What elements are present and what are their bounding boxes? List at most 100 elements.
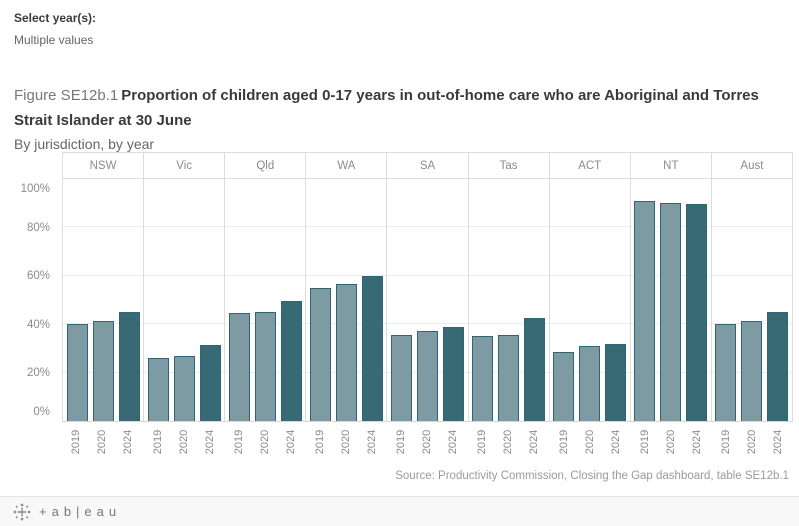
gridline — [62, 323, 793, 325]
x-label-group-tas: 2019 2020 2024 — [468, 421, 549, 462]
x-label-group-act: 2019 2020 2024 — [549, 421, 630, 462]
panel-tas — [469, 179, 550, 421]
x-label-group-aust: 2019 2020 2024 — [712, 421, 793, 462]
bar-tas-2024[interactable] — [524, 318, 546, 421]
x-label-group-nsw: 2019 2020 2024 — [62, 421, 143, 462]
x-tick-label: 2020 — [259, 429, 272, 454]
tableau-logo[interactable]: +ab|eau — [0, 503, 121, 521]
x-tick-label: 2020 — [583, 429, 596, 454]
panel-vic — [144, 179, 226, 421]
bar-vic-2019[interactable] — [147, 358, 169, 421]
chart-title: Proportion of children aged 0-17 years i… — [14, 87, 759, 129]
bar-nt-2019[interactable] — [634, 200, 656, 421]
bar-act-2019[interactable] — [553, 352, 575, 421]
panel-header-nsw: NSW — [62, 153, 145, 178]
bar-aust-2020[interactable] — [741, 320, 763, 421]
footer-bar: +ab|eau — [0, 496, 799, 526]
bar-wa-2020[interactable] — [335, 284, 357, 421]
panel-qld — [225, 179, 307, 421]
bar-sa-2024[interactable] — [442, 326, 464, 421]
y-axis: 0% 20% 40% 60% 80% 100% — [0, 179, 56, 421]
gridline — [62, 274, 793, 276]
bar-vic-2024[interactable] — [199, 344, 221, 421]
panel-sa — [387, 179, 469, 421]
x-tick-label: 2024 — [366, 429, 379, 454]
y-tick-label: 40% — [26, 318, 50, 331]
bar-act-2024[interactable] — [605, 343, 627, 421]
panel-act — [550, 179, 631, 421]
x-label-group-vic: 2019 2020 2024 — [143, 421, 224, 462]
bar-wa-2019[interactable] — [309, 287, 331, 421]
bar-qld-2024[interactable] — [280, 301, 302, 421]
bar-qld-2020[interactable] — [254, 312, 276, 421]
x-tick-label: 2020 — [502, 429, 515, 454]
panel-header-qld: Qld — [225, 153, 307, 178]
bar-nsw-2024[interactable] — [118, 312, 140, 421]
x-tick-label: 2019 — [639, 429, 652, 454]
bar-nt-2020[interactable] — [660, 203, 682, 421]
x-tick-label: 2020 — [421, 429, 434, 454]
x-label-group-qld: 2019 2020 2024 — [224, 421, 305, 462]
x-tick-label: 2024 — [528, 429, 541, 454]
x-tick-label: 2020 — [177, 429, 190, 454]
year-filter-dropdown[interactable]: Multiple values — [14, 33, 94, 47]
panel-header-wa: WA — [306, 153, 388, 178]
bar-nsw-2020[interactable] — [92, 320, 114, 421]
bar-aust-2019[interactable] — [715, 324, 737, 421]
bar-sa-2019[interactable] — [390, 335, 412, 421]
x-tick-label: 2019 — [720, 429, 733, 454]
x-tick-label: 2024 — [772, 429, 785, 454]
y-tick-label: 0% — [33, 406, 50, 418]
figure-number: Figure SE12b.1 — [14, 87, 119, 104]
bar-wa-2024[interactable] — [361, 275, 383, 421]
panel-header-act: ACT — [550, 153, 631, 178]
plot-area — [62, 179, 793, 422]
bar-vic-2020[interactable] — [173, 355, 195, 421]
panel-header-aust: Aust — [712, 153, 793, 178]
x-tick-label: 2019 — [70, 429, 83, 454]
x-tick-label: 2024 — [203, 429, 216, 454]
year-filter: Select year(s): Multiple values — [14, 11, 96, 47]
chart-title-block: Figure SE12b.1 Proportion of children age… — [14, 83, 778, 155]
x-tick-label: 2019 — [151, 429, 164, 454]
x-tick-label: 2019 — [314, 429, 327, 454]
x-tick-label: 2019 — [476, 429, 489, 454]
bar-qld-2019[interactable] — [228, 313, 250, 421]
source-note: Source: Productivity Commission, Closing… — [395, 470, 789, 482]
x-label-group-wa: 2019 2020 2024 — [306, 421, 387, 462]
panel-header-nt: NT — [631, 153, 712, 178]
x-tick-label: 2020 — [96, 429, 109, 454]
y-tick-label: 100% — [20, 183, 50, 195]
panel-nt — [631, 179, 712, 421]
x-axis-labels: 2019 2020 2024 2019 2020 2024 2019 2020 2024 2019… — [62, 421, 793, 462]
panel-aust — [712, 179, 793, 421]
x-tick-label: 2024 — [609, 429, 622, 454]
panel-wa — [306, 179, 388, 421]
bar-act-2020[interactable] — [579, 345, 601, 421]
bar-tas-2020[interactable] — [498, 335, 520, 421]
bar-nt-2024[interactable] — [686, 204, 708, 421]
panel-nsw — [62, 179, 145, 421]
x-label-group-sa: 2019 2020 2024 — [387, 421, 468, 462]
x-tick-label: 2019 — [557, 429, 570, 454]
x-tick-label: 2020 — [746, 429, 759, 454]
tableau-wordmark: +ab|eau — [39, 504, 122, 519]
bar-tas-2019[interactable] — [472, 336, 494, 421]
x-label-group-nt: 2019 2020 2024 — [631, 421, 712, 462]
x-tick-label: 2024 — [447, 429, 460, 454]
tableau-icon — [13, 503, 31, 520]
bar-aust-2024[interactable] — [767, 312, 789, 421]
y-tick-label: 20% — [26, 367, 50, 380]
bar-chart: NSW Vic Qld WA SA Tas ACT NT Aust 0% 20% 40% 60% 80%… — [0, 152, 799, 462]
y-tick-label: 60% — [26, 270, 50, 283]
year-filter-label: Select year(s): — [14, 11, 97, 25]
bar-sa-2020[interactable] — [416, 331, 438, 421]
y-tick-label: 80% — [26, 221, 50, 234]
bar-nsw-2019[interactable] — [66, 324, 88, 421]
x-tick-label: 2020 — [665, 429, 678, 454]
x-tick-label: 2020 — [340, 429, 353, 454]
chart-title-line: Figure SE12b.1 Proportion of children age… — [14, 83, 778, 133]
panels — [62, 179, 793, 421]
x-tick-label: 2024 — [285, 429, 298, 454]
